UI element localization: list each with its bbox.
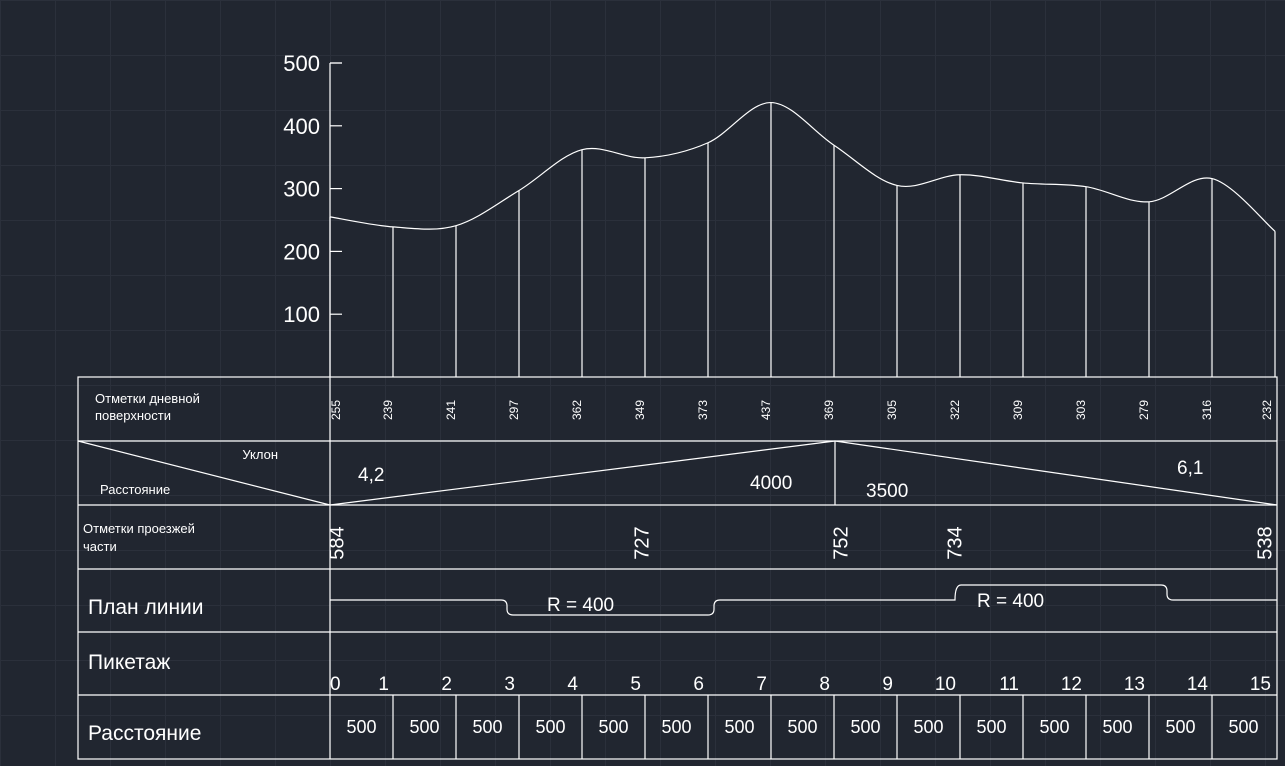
surface-value: 437 (759, 400, 773, 420)
surface-value: 279 (1137, 400, 1151, 420)
distance-values: 500 500 500 500 500 500 500 500 500 500 500 500 500 5… (346, 717, 1258, 737)
right-slope-value: 6,1 (1177, 458, 1203, 479)
curve-1-radius: R = 400 (547, 595, 614, 616)
y-tick-label: 200 (283, 239, 320, 264)
surface-value: 305 (885, 400, 899, 420)
surface-label-line2: поверхности (95, 408, 171, 423)
y-tick-label: 100 (283, 302, 320, 327)
table-frame (77, 376, 1278, 760)
distance-value: 500 (598, 717, 628, 737)
distance-value: 500 (787, 717, 817, 737)
distance-value: 500 (472, 717, 502, 737)
y-tick-label: 500 (283, 51, 320, 76)
slope-header-diagonal (77, 440, 331, 506)
distance-value: 500 (724, 717, 754, 737)
y-axis-ticks: 100 200 300 400 500 (283, 51, 342, 327)
picket-value: 4 (567, 674, 578, 695)
right-distance-value: 3500 (866, 481, 908, 502)
picket-value: 3 (504, 674, 515, 695)
slope-line-down (834, 440, 1278, 506)
curve-2-radius: R = 400 (977, 591, 1044, 612)
surface-value: 309 (1011, 400, 1025, 420)
surface-value: 362 (570, 400, 584, 420)
surface-value: 316 (1200, 400, 1214, 420)
surface-label-line1: Отметки дневной (95, 391, 200, 406)
distance-value: 500 (535, 717, 565, 737)
table-grid (77, 376, 1278, 760)
surface-value: 239 (381, 400, 395, 420)
road-elevation-value: 752 (830, 526, 852, 559)
picket-value: 2 (441, 674, 452, 695)
surface-value: 255 (329, 400, 343, 420)
distance-value: 500 (409, 717, 439, 737)
distance-value: 500 (1228, 717, 1258, 737)
distance-value: 500 (976, 717, 1006, 737)
picket-value: 15 (1250, 674, 1271, 695)
picket-value: 11 (999, 674, 1019, 695)
slope-label-bottom: Расстояние (100, 482, 170, 497)
road-label-line2: части (83, 539, 117, 554)
surface-value: 373 (696, 400, 710, 420)
road-values: 584 727 752 734 538 (326, 526, 1276, 559)
picket-value: 13 (1124, 674, 1145, 695)
distance-dividers (392, 695, 1213, 759)
distance-value: 500 (913, 717, 943, 737)
picket-value: 8 (819, 674, 830, 695)
left-distance-value: 4000 (750, 473, 792, 494)
picket-values: 0 1 2 3 4 5 6 7 8 9 10 11 12 13 14 15 (330, 674, 1271, 695)
picket-value: 6 (693, 674, 704, 695)
picket-value: 5 (630, 674, 641, 695)
picket-value: 7 (756, 674, 767, 695)
ground-profile-line (329, 101, 1276, 232)
road-label-line1: Отметки проезжей (83, 521, 195, 536)
surface-value: 297 (507, 400, 521, 420)
y-tick-label: 300 (283, 177, 320, 202)
surface-value: 303 (1074, 400, 1088, 420)
road-elevation-value: 734 (944, 526, 966, 559)
distance-value: 500 (1039, 717, 1069, 737)
distance-label: Расстояние (88, 722, 201, 745)
picket-value: 14 (1187, 674, 1209, 695)
slope-label-top: Уклон (242, 447, 278, 462)
y-tick-label: 400 (283, 114, 320, 139)
distance-value: 500 (1102, 717, 1132, 737)
profile-verticals (329, 102, 1276, 377)
distance-value: 500 (850, 717, 880, 737)
surface-value: 241 (444, 400, 458, 420)
distance-value: 500 (346, 717, 376, 737)
surface-value: 232 (1260, 400, 1274, 420)
slope-row: 4,2 4000 3500 6,1 (329, 440, 1278, 506)
picket-value: 1 (378, 674, 389, 695)
picket-value: 0 (330, 674, 341, 695)
distance-value: 500 (1165, 717, 1195, 737)
y-axis: 100 200 300 400 500 (283, 51, 342, 377)
picket-value: 10 (935, 674, 956, 695)
road-elevation-value: 584 (326, 526, 348, 559)
picket-value: 9 (882, 674, 893, 695)
surface-value: 349 (633, 400, 647, 420)
picket-label: Пикетаж (88, 651, 170, 674)
surface-value: 369 (822, 400, 836, 420)
road-elevation-value: 538 (1254, 526, 1276, 559)
surface-values: 255 239 241 297 362 349 373 437 369 305 322 309 303 2… (329, 400, 1274, 420)
slope-line-up (329, 440, 836, 506)
distance-value: 500 (661, 717, 691, 737)
road-elevation-value: 727 (631, 526, 653, 559)
surface-value: 322 (948, 400, 962, 420)
left-slope-value: 4,2 (358, 465, 384, 486)
row-labels: Отметки дневной поверхности Уклон Рассто… (77, 391, 331, 745)
plan-row: R = 400 R = 400 (330, 584, 1277, 616)
plan-line (330, 584, 1277, 616)
plan-label: План линии (88, 596, 204, 619)
picket-value: 12 (1061, 674, 1082, 695)
